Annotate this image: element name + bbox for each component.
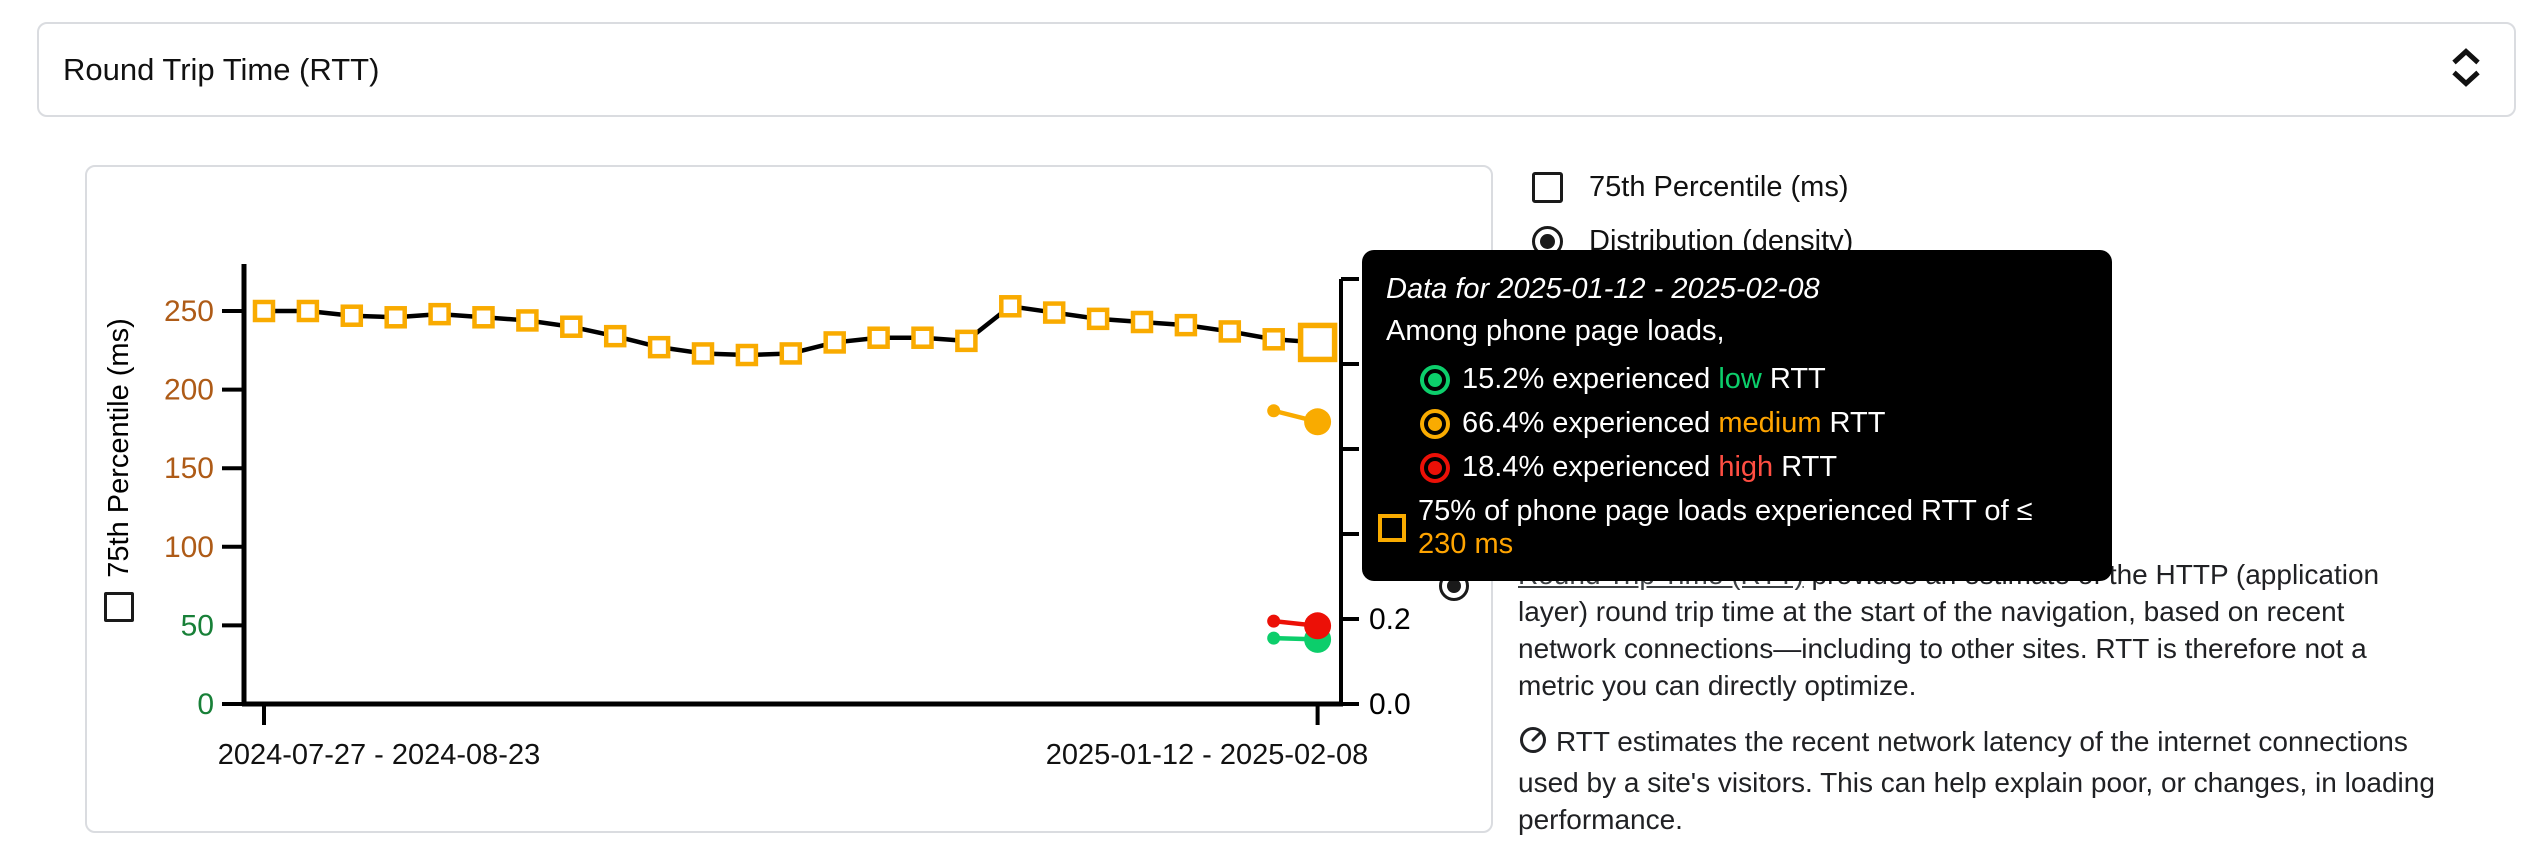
gauge-icon <box>1518 725 1548 764</box>
tooltip-row-text: 66.4% experienced medium RTT <box>1462 407 1886 439</box>
data-tooltip: Data for 2025-01-12 - 2025-02-08 Among p… <box>1362 250 2112 581</box>
selected-point-marker <box>1297 322 1338 363</box>
point-marker <box>1218 320 1242 343</box>
left-axis-ticks: 0 50 100 150 200 250 <box>164 295 244 721</box>
point-marker <box>647 335 671 359</box>
point-marker <box>823 331 846 354</box>
point-marker <box>252 299 276 323</box>
point-marker <box>955 329 978 353</box>
svg-text:100: 100 <box>164 531 214 564</box>
svg-text:0.2: 0.2 <box>1369 603 1411 636</box>
point-marker <box>735 343 759 367</box>
point-marker <box>1262 328 1285 351</box>
svg-text:250: 250 <box>164 295 214 328</box>
svg-text:50: 50 <box>181 609 214 642</box>
metric-select-value: Round Trip Time (RTT) <box>63 51 380 87</box>
legend-label: 75th Percentile (ms) <box>1589 170 1849 203</box>
checkbox-glyph-icon <box>104 591 134 622</box>
point-marker <box>867 326 890 349</box>
svg-text:2024-07-27 - 2024-08-23: 2024-07-27 - 2024-08-23 <box>218 739 540 771</box>
selected-density-marker <box>1304 612 1332 640</box>
point-marker <box>296 299 320 323</box>
point-marker <box>340 304 364 327</box>
rtt-chart-card: 0 50 100 150 200 250 0.2 0.0 2024-07-27 - 2024-0… <box>85 165 1493 833</box>
tooltip-row-text: 18.4% experienced high RTT <box>1462 451 1838 483</box>
point-marker <box>560 315 583 338</box>
tooltip-row: 15.2% experienced low RTT <box>1420 363 2088 396</box>
checkbox-unchecked-icon[interactable] <box>1532 171 1563 203</box>
series-square-icon <box>1378 514 1406 542</box>
point-marker <box>603 324 627 348</box>
description-paragraph-2-text: RTT estimates the recent network latency… <box>1518 726 2435 835</box>
left-axis-title: 75th Percentile (ms) <box>100 310 138 630</box>
x-axis-ticks: 2024-07-27 - 2024-08-23 2025-01-12 - 2025… <box>218 704 1368 771</box>
point-marker <box>1086 307 1110 331</box>
point-marker <box>911 326 934 349</box>
series-ring-icon <box>1420 408 1450 439</box>
point-marker <box>516 309 539 332</box>
svg-text:0: 0 <box>197 688 214 721</box>
tooltip-row-text: 75% of phone page loads experienced RTT … <box>1418 495 2033 560</box>
point-marker <box>999 295 1022 318</box>
point-marker <box>384 306 407 329</box>
tooltip-row: 18.4% experienced high RTT <box>1420 451 2088 484</box>
selected-density-marker <box>1304 408 1332 436</box>
series-ring-icon <box>1420 364 1450 395</box>
tooltip-subtitle: Among phone page loads, <box>1386 315 1725 347</box>
point-marker <box>428 302 451 326</box>
tooltip-title: Data for 2025-01-12 - 2025-02-08 <box>1386 273 1820 305</box>
svg-text:200: 200 <box>164 374 214 407</box>
density-series-high <box>1267 612 1332 640</box>
tooltip-row: 75% of phone page loads experienced RTT … <box>1378 495 2088 561</box>
metric-select[interactable]: Round Trip Time (RTT) <box>37 22 2516 117</box>
description-paragraph-2: RTT estimates the recent network latency… <box>1518 723 2436 838</box>
right-axis-ticks: 0.2 0.0 <box>1341 277 1411 721</box>
point-marker <box>1042 301 1066 324</box>
point-marker <box>1174 313 1198 337</box>
tooltip-row: 66.4% experienced medium RTT <box>1420 407 2088 440</box>
point-marker <box>1130 310 1154 334</box>
rtt-line-series <box>252 295 1338 367</box>
series-ring-icon <box>1420 452 1450 483</box>
density-series-medium <box>1267 404 1332 436</box>
description-paragraph-1-text: provides an estimate of the HTTP (applic… <box>1518 559 2380 701</box>
svg-text:0.0: 0.0 <box>1369 688 1411 721</box>
point-marker <box>691 342 715 365</box>
axes <box>241 264 1343 707</box>
legend: 75th Percentile (ms) Distribution (densi… <box>1532 168 1853 260</box>
svg-text:2025-01-12 - 2025-02-08: 2025-01-12 - 2025-02-08 <box>1046 739 1368 771</box>
left-axis-title-text: 75th Percentile (ms) <box>102 318 135 578</box>
metric-description: Round Trip Time (RTT) provides an estima… <box>1518 556 2436 857</box>
legend-item-75th-percentile[interactable]: 75th Percentile (ms) <box>1532 168 1853 206</box>
select-arrows-icon <box>2448 45 2484 94</box>
point-marker <box>779 342 803 365</box>
tooltip-row-text: 15.2% experienced low RTT <box>1462 363 1826 395</box>
point-marker <box>472 306 495 329</box>
svg-text:150: 150 <box>164 452 214 485</box>
